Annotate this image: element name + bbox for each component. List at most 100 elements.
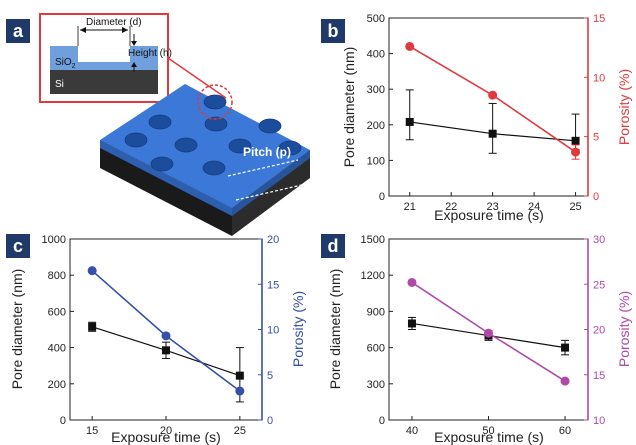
panel-a-letter: a	[13, 21, 24, 41]
panel-b: b 21 22 23 24 25 0 100 200 300 400 500 0 5 10 15 Expos…	[321, 13, 632, 223]
panel-c-ytick-left-label: 1000	[42, 234, 66, 246]
panel-b-plot-frame	[388, 17, 589, 197]
panel-d-ytick-left-label: 600	[367, 343, 385, 355]
pore	[124, 132, 148, 148]
panel-d-ytick-right-label: 25	[593, 279, 605, 291]
panel-d-diameter-point	[561, 343, 570, 352]
panel-b-ytick-left-label: 200	[367, 120, 385, 132]
panel-b-xtick-label: 21	[404, 201, 416, 213]
panel-d-ytick-left-label: 0	[379, 415, 385, 427]
pore	[148, 114, 172, 130]
pore-array	[124, 94, 302, 176]
inset-connector	[167, 57, 227, 99]
panel-d-xtick-label: 50	[482, 425, 494, 437]
pore	[258, 118, 282, 134]
panel-b-porosity-point	[488, 90, 498, 100]
panel-d-ytick-right-label: 15	[593, 370, 605, 382]
panel-d-ytick-left-label: 900	[367, 306, 385, 318]
panel-d-ylabel-left: Pore diameter (nm)	[327, 269, 343, 390]
panel-b-porosity-point	[405, 41, 415, 51]
panel-b-ytick-left-label: 100	[367, 155, 385, 167]
panel-c: c 15 20 25 0 200 400 600 800 1000 0 5 10 15 20 Exposu…	[6, 234, 306, 445]
panel-c-porosity-point	[161, 331, 171, 341]
panel-d-porosity-point	[560, 376, 570, 386]
panel-b-ytick-right-label: 15	[593, 13, 605, 25]
panel-c-badge	[6, 234, 30, 258]
pitch-label: Pitch (p)	[243, 145, 291, 159]
panel-b-porosity-point	[571, 147, 581, 157]
panel-c-ytick-right-label: 5	[267, 370, 273, 382]
panel-b-diameter-point	[571, 136, 580, 145]
panel-b-letter: b	[328, 21, 339, 41]
panel-c-ytick-left-label: 0	[60, 415, 66, 427]
inset-pore-cut	[78, 46, 130, 62]
inset-height-label: Height (h)	[128, 48, 172, 59]
panel-c-plot: 15 20 25 0 200 400 600 800 1000 0 5 10 15 20	[42, 234, 280, 437]
panel-c-ytick-left-label: 400	[48, 343, 66, 355]
highlight-circle	[197, 84, 233, 120]
panel-b-diameter-point	[405, 117, 414, 126]
panel-c-letter: c	[13, 236, 23, 256]
inset-si-layer	[50, 70, 158, 94]
panel-d-xtick-label: 40	[406, 425, 418, 437]
panel-c-ylabel-right: Porosity (%)	[290, 291, 306, 367]
panel-c-ytick-left-label: 600	[48, 306, 66, 318]
pore	[204, 116, 228, 132]
panel-b-diameter-point	[488, 129, 497, 138]
inset-diameter-label: Diameter (d)	[86, 17, 142, 28]
panel-b-ylabel-right: Porosity (%)	[616, 69, 632, 145]
inset-sio2-main: SiO	[55, 57, 72, 68]
panel-b-ylabel-left: Pore diameter (nm)	[341, 47, 357, 168]
panel-c-ytick-right-label: 0	[267, 415, 273, 427]
panel-a-badge	[6, 19, 30, 43]
panel-b-ytick-left-label: 0	[379, 191, 385, 203]
panel-c-ytick-left-label: 800	[48, 270, 66, 282]
panel-d-ytick-left-label: 300	[367, 379, 385, 391]
pore	[150, 156, 174, 172]
panel-c-diameter-point	[162, 346, 170, 355]
panel-b-ytick-left-label: 400	[367, 49, 385, 61]
panel-d-ytick-right-label: 20	[593, 325, 605, 337]
panel-b-badge	[321, 19, 345, 43]
substrate-sio2-edge	[100, 140, 232, 216]
panel-b-ytick-left-label: 500	[367, 13, 385, 25]
panel-c-ytick-right-label: 20	[267, 234, 279, 246]
panel-c-ylabel-left: Pore diameter (nm)	[9, 269, 25, 390]
panel-d-letter: d	[328, 236, 339, 256]
panel-d-badge	[321, 234, 345, 258]
panel-b-plot: 21 22 23 24 25 0 100 200 300 400 500 0 5 10 15	[367, 13, 606, 213]
panel-d-ytick-right-label: 10	[593, 415, 605, 427]
panel-d-ytick-left-label: 1200	[361, 270, 385, 282]
pore	[174, 137, 198, 153]
pitch-guide-2	[235, 183, 307, 201]
substrate-sio2-side	[232, 150, 310, 216]
panel-d-porosity-point	[407, 277, 417, 287]
panel-b-xtick-label: 22	[445, 201, 457, 213]
panel-c-porosity-point	[235, 386, 245, 396]
pore	[203, 94, 227, 110]
inset-height-arrowhead-bottom-icon	[131, 62, 137, 67]
panel-d-diameter-point	[407, 319, 416, 328]
panel-b-ytick-left-label: 300	[367, 84, 385, 96]
panel-c-porosity-line	[91, 270, 241, 392]
panel-c-xlabel: Exposure time (s)	[111, 429, 221, 445]
pitch-guide-1	[227, 159, 299, 177]
panel-d-ylabel-right: Porosity (%)	[616, 291, 632, 367]
pore	[228, 138, 252, 154]
pore	[278, 140, 302, 156]
substrate-top-face	[100, 84, 310, 208]
panel-b-xlabel: Exposure time (s)	[434, 207, 544, 223]
panel-c-porosity-point	[87, 266, 97, 276]
inset-sio2-subscript: 2	[72, 63, 76, 70]
panel-c-ytick-right-label: 15	[267, 279, 279, 291]
panel-b-xtick-label: 23	[487, 201, 499, 213]
panel-a: a Diameter (d) Height (h) SiO2 Si	[6, 13, 310, 236]
panel-c-xtick-label: 15	[86, 425, 98, 437]
inset-sio2-label: SiO2	[55, 57, 76, 70]
panel-c-ytick-left-label: 200	[48, 379, 66, 391]
inset-si-label: Si	[55, 79, 64, 90]
panel-c-diameter-point	[235, 371, 244, 380]
inset-arrow-left-icon	[80, 27, 86, 33]
